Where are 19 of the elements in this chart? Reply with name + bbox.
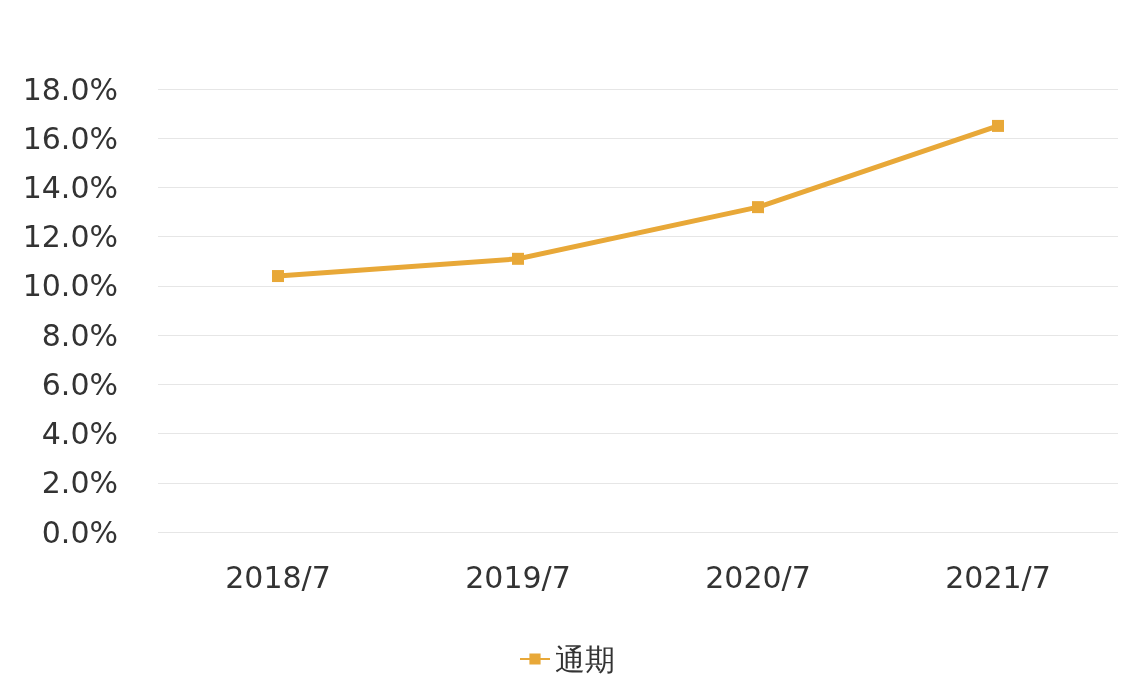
y-tick-label: 14.0% xyxy=(22,169,118,205)
y-tick-label: 2.0% xyxy=(41,465,118,501)
y-tick-label: 8.0% xyxy=(41,317,118,353)
x-tick-label: 2018/7 xyxy=(225,559,331,595)
y-tick-label: 18.0% xyxy=(22,71,118,107)
y-tick-label: 4.0% xyxy=(41,416,118,452)
y-tick-label: 0.0% xyxy=(41,514,118,550)
point xyxy=(272,270,284,283)
x-tick-label: 2020/7 xyxy=(705,559,811,595)
point xyxy=(992,119,1004,132)
point xyxy=(752,201,764,214)
y-tick-label: 16.0% xyxy=(22,120,118,156)
y-tick-label: 12.0% xyxy=(22,219,118,255)
y-tick-label: 6.0% xyxy=(41,366,118,402)
x-tick-label: 2021/7 xyxy=(945,559,1051,595)
x-tick-label: 2019/7 xyxy=(465,559,571,595)
y-tick-label: 10.0% xyxy=(22,268,118,304)
point xyxy=(512,252,524,265)
legend-label: 通期 xyxy=(555,641,615,677)
